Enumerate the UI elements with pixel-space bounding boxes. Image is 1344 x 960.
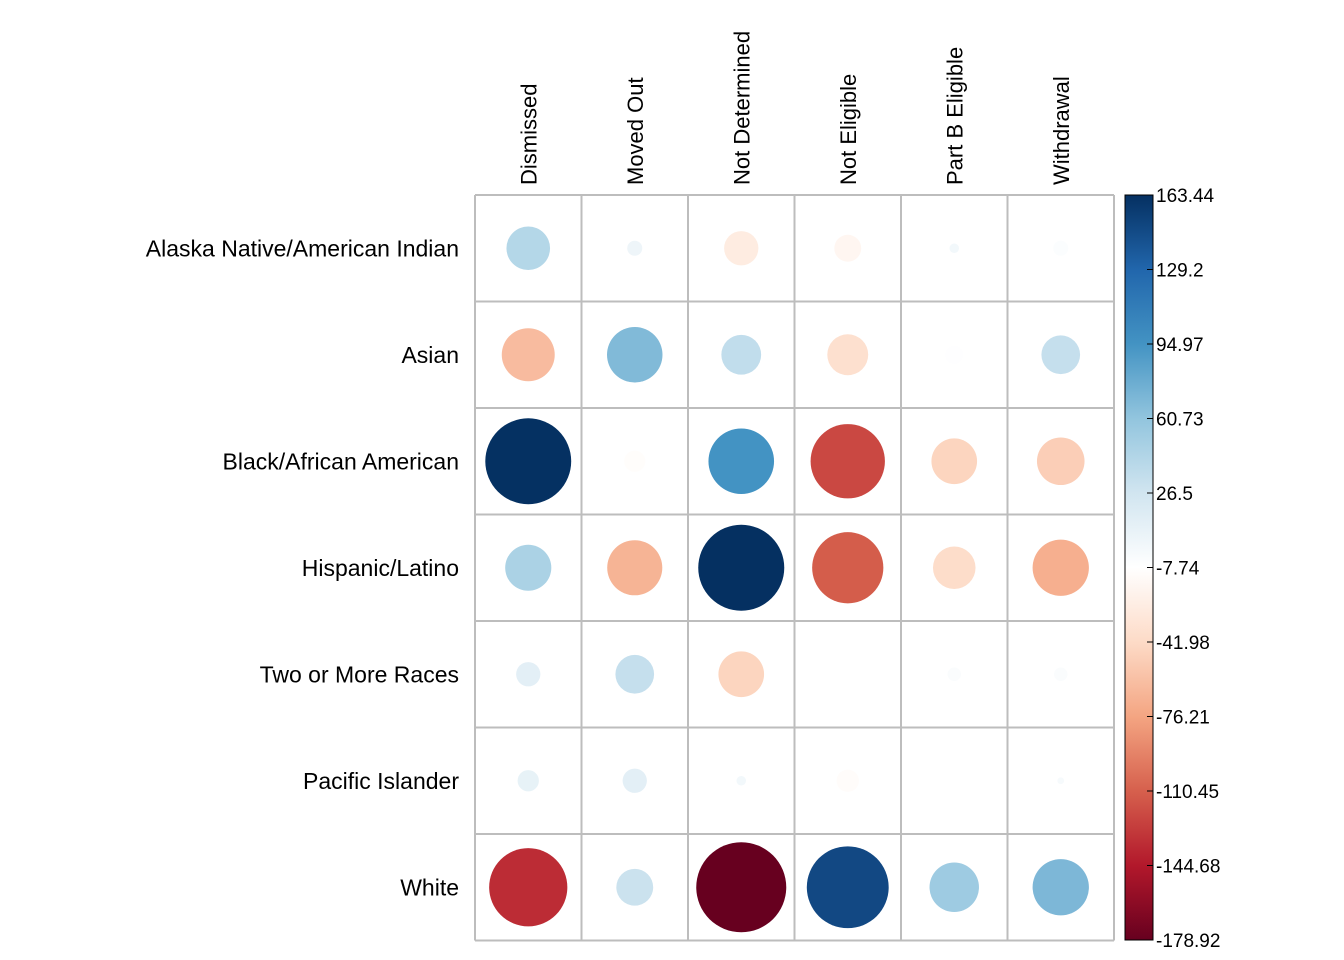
cell-circle	[501, 328, 555, 382]
column-label: Dismissed	[516, 84, 541, 185]
cell-circle	[1036, 437, 1085, 486]
cell-circle	[721, 334, 762, 375]
cell-circle	[485, 418, 572, 505]
cell-circle	[806, 846, 889, 929]
cell-circle	[696, 842, 787, 933]
cell-circle	[944, 771, 964, 791]
colorbar-tick-label: 26.5	[1156, 484, 1193, 505]
cell-circle	[506, 226, 551, 271]
colorbar-ticks: 163.44 129.2 94.97 60.73 26.5 -7.74 -41.98 -76.…	[1147, 186, 1220, 952]
cell-circle	[736, 775, 747, 786]
column-label: Part B Eligible	[942, 47, 967, 185]
colorbar-tick-label: -7.74	[1156, 559, 1200, 580]
cell-circle	[1041, 335, 1081, 375]
row-label: Two or More Races	[260, 661, 459, 687]
column-label: Not Determined	[729, 31, 754, 185]
cell-circle	[718, 651, 765, 698]
cell-circle	[810, 424, 885, 499]
cell-circle	[931, 438, 978, 485]
cell-circle	[812, 532, 884, 604]
cell-circle	[616, 868, 654, 906]
cell-circle	[1057, 777, 1065, 785]
cell-circle	[615, 654, 655, 694]
cell-circle	[949, 243, 960, 254]
row-label: Pacific Islander	[303, 768, 459, 794]
colorbar-tick-label: 60.73	[1156, 410, 1204, 431]
colorbar: 163.44 129.2 94.97 60.73 26.5 -7.74 -41.98 -76.…	[1124, 186, 1220, 952]
cell-circle	[516, 662, 541, 687]
row-label: Hispanic/Latino	[302, 555, 459, 581]
column-label: Not Eligible	[836, 74, 861, 185]
cell-circle	[517, 770, 539, 792]
grid-lines	[474, 194, 1115, 942]
cell-circle	[489, 848, 568, 927]
cell-circle	[1053, 240, 1069, 256]
column-label: Withdrawal	[1049, 76, 1074, 185]
cell-circle	[1032, 859, 1089, 916]
cell-circle	[624, 450, 646, 472]
row-label: Alaska Native/American Indian	[146, 235, 459, 261]
cell-circle	[505, 544, 552, 591]
column-labels: Dismissed Moved Out Not Determined Not Elig…	[516, 31, 1074, 185]
cell-circle	[607, 540, 663, 596]
colorbar-tick-label: 129.2	[1156, 261, 1204, 282]
row-labels: Alaska Native/American Indian Asian Black/…	[146, 235, 460, 900]
cell-circle	[945, 345, 964, 364]
cell-circle	[834, 234, 862, 262]
cell-circle	[932, 546, 976, 590]
colorbar-tick-label: 94.97	[1156, 335, 1204, 356]
colorbar-tick-label: -110.45	[1156, 782, 1219, 803]
cell-circle	[698, 524, 785, 611]
colorbar-tick-label: -76.21	[1156, 708, 1210, 729]
cell-circle	[1054, 667, 1068, 681]
cell-circle	[708, 428, 775, 495]
row-label: White	[400, 874, 459, 900]
colorbar-tick-label: 163.44	[1156, 186, 1215, 207]
cell-circle	[836, 769, 859, 792]
column-label: Moved Out	[623, 77, 648, 185]
cell-circle	[827, 334, 869, 376]
cell-circle	[947, 667, 961, 681]
cell-circle	[627, 240, 643, 256]
colorbar-tick-label: -178.92	[1156, 931, 1220, 952]
row-label: Asian	[401, 342, 459, 368]
cell-circle	[929, 862, 979, 912]
row-label: Black/African American	[223, 448, 459, 474]
cell-circle	[1032, 539, 1089, 596]
cell-circles	[485, 226, 1089, 933]
cell-circle	[622, 768, 647, 793]
cell-circle	[724, 231, 759, 266]
colorbar-tick-label: -144.68	[1156, 857, 1220, 878]
cell-circle	[607, 327, 663, 383]
colorbar-tick-label: -41.98	[1156, 633, 1210, 654]
